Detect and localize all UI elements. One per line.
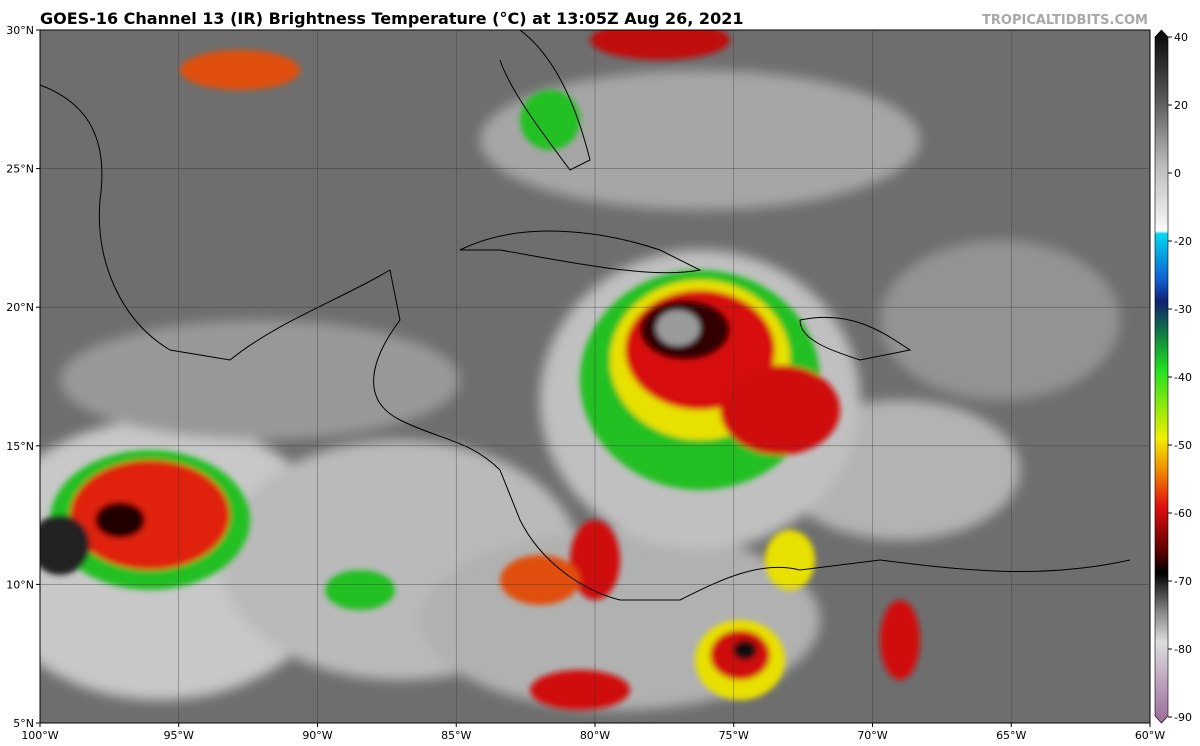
colorbar-tick-label: -30 [1174, 303, 1192, 316]
colorbar-tick-label: -50 [1174, 439, 1192, 452]
lat-label: 15°N [6, 440, 34, 453]
lat-label: 5°N [13, 717, 34, 730]
colorbar-tick-label: 0 [1174, 167, 1181, 180]
lon-label: 80°W [580, 729, 610, 742]
lon-label: 60°W [1135, 729, 1165, 742]
colorbar-tick-label: -20 [1174, 235, 1192, 248]
lon-label: 100°W [21, 729, 58, 742]
lon-label: 85°W [441, 729, 471, 742]
colorbar-tick-label: -40 [1174, 371, 1192, 384]
lon-label: 70°W [857, 729, 887, 742]
lat-label: 20°N [6, 301, 34, 314]
lat-label: 25°N [6, 163, 34, 176]
colorbar [1154, 29, 1169, 724]
colorbar-tick-label: 20 [1174, 99, 1188, 112]
title: GOES-16 Channel 13 (IR) Brightness Tempe… [40, 9, 743, 28]
lon-label: 65°W [996, 729, 1026, 742]
colorbar-tick-label: -60 [1174, 507, 1192, 520]
lon-label: 75°W [719, 729, 749, 742]
colorbar-tick-label: -70 [1174, 575, 1192, 588]
lon-label: 90°W [302, 729, 332, 742]
lon-label: 95°W [164, 729, 194, 742]
colorbar-tick-label: -90 [1174, 711, 1192, 724]
satellite-image [40, 30, 1150, 723]
lat-label: 30°N [6, 24, 34, 37]
lat-label: 10°N [6, 578, 34, 591]
colorbar-ticks: 40 20 0 -20 -30 -40 -50 -60 -70 -80 -90 [1168, 31, 1192, 724]
colorbar-tick-label: -80 [1174, 643, 1192, 656]
credit: TROPICALTIDBITS.COM [982, 13, 1148, 28]
colorbar-tick-label: 40 [1174, 31, 1188, 44]
